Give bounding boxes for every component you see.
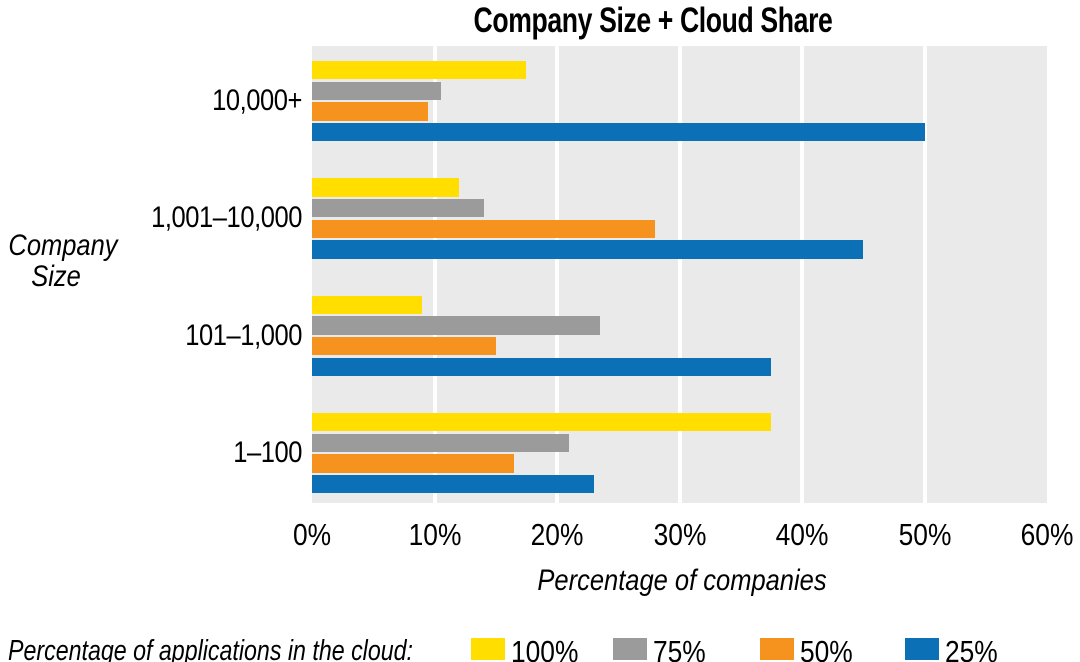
bar-101–1,000-100% [312,295,423,314]
bar-1–100-100% [312,412,772,432]
legend-label-25%: 25% [945,634,998,662]
legend-intro: Percentage of applications in the cloud: [8,635,413,662]
legend-label-100%: 100% [511,634,579,662]
y-axis-title-line2: Size [31,260,81,293]
gridline-50% [922,46,927,503]
plot-area [312,46,1047,503]
x-tick-label-40%: 40% [775,517,829,552]
y-tick-label-1,001–10,000: 1,001–10,000 [151,201,302,235]
bar-1,001–10,000-100% [312,178,459,197]
x-tick-label-0%: 0% [292,517,332,552]
y-tick-label-101–1,000: 101–1,000 [185,318,302,352]
y-axis-title: Company Size [8,229,118,293]
bar-1,001–10,000-75% [312,198,484,218]
legend-swatch-50% [760,638,794,660]
legend-swatch-25% [905,638,939,660]
y-tick-label-1–100: 1–100 [233,436,302,470]
x-tick-label-30%: 30% [653,517,706,552]
x-tick-label-50%: 50% [898,517,951,552]
legend: Percentage of applications in the cloud:… [0,634,1080,662]
bar-10,000+-75% [312,81,441,100]
y-tick-label-10,000+: 10,000+ [212,84,302,118]
gridline-30% [677,46,682,503]
x-tick-label-20%: 20% [530,517,584,552]
gridline-10% [432,46,437,503]
gridline-20% [555,46,559,503]
bar-10,000+-50% [312,102,429,121]
x-axis-title: Percentage of companies [537,564,827,597]
bar-101–1,000-50% [312,336,496,356]
bar-1,001–10,000-25% [312,240,864,259]
legend-swatch-100% [471,638,505,660]
legend-swatch-75% [613,638,647,660]
bar-1,001–10,000-50% [312,219,655,238]
gridline-40% [800,46,804,503]
bar-101–1,000-75% [312,316,600,335]
bar-10,000+-25% [312,122,925,142]
x-tick-label-60%: 60% [1020,517,1074,552]
y-axis-title-line1: Company [8,229,118,262]
legend-label-75%: 75% [653,634,706,662]
legend-label-50%: 50% [800,634,853,662]
bar-1–100-75% [312,433,570,452]
bar-1–100-25% [312,474,594,494]
bar-10,000+-100% [312,61,527,80]
bar-101–1,000-25% [312,357,772,376]
chart-title: Company Size + Cloud Share [473,1,833,40]
bar-1–100-50% [312,454,515,473]
x-tick-label-10%: 10% [408,517,461,552]
